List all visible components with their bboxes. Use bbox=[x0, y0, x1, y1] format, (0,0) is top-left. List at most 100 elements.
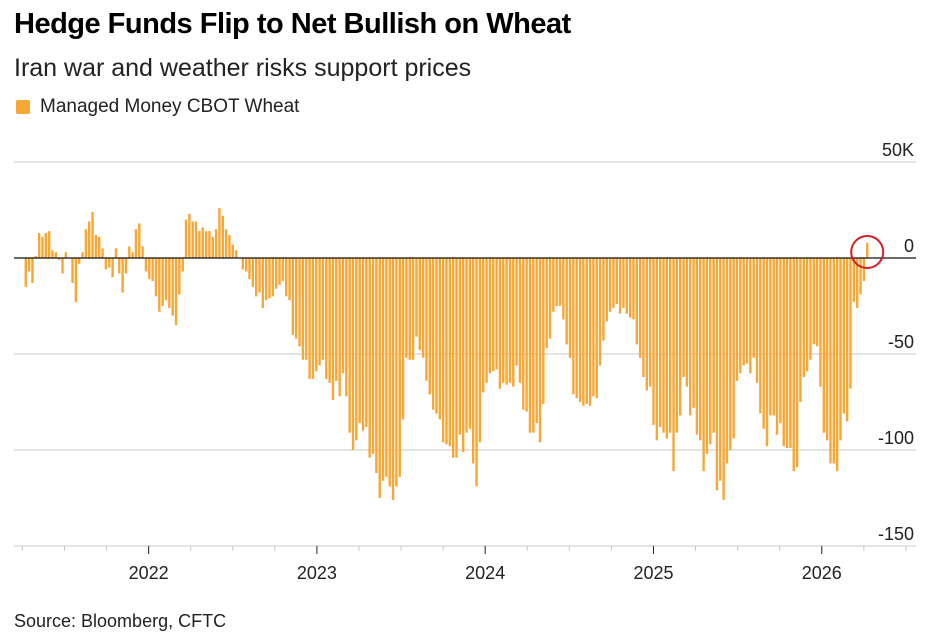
bar bbox=[241, 258, 245, 270]
bar bbox=[525, 258, 528, 412]
bar bbox=[378, 258, 381, 498]
bar bbox=[732, 258, 735, 439]
x-tick-label: 2023 bbox=[297, 563, 337, 583]
bar bbox=[522, 258, 525, 410]
bar bbox=[512, 258, 515, 387]
bar bbox=[385, 258, 388, 477]
bar bbox=[128, 246, 131, 258]
bar bbox=[845, 258, 849, 422]
bar bbox=[108, 258, 111, 268]
bar bbox=[468, 258, 472, 429]
bar bbox=[61, 258, 64, 274]
bar bbox=[78, 258, 81, 264]
bar bbox=[822, 258, 825, 433]
bar bbox=[285, 258, 288, 297]
bar bbox=[608, 258, 612, 312]
source-note: Source: Bloomberg, CFTC bbox=[14, 611, 227, 631]
bar bbox=[445, 258, 448, 445]
bar bbox=[358, 258, 361, 424]
bar bbox=[772, 258, 775, 416]
bar bbox=[118, 258, 121, 274]
bar bbox=[88, 221, 91, 258]
bar bbox=[101, 248, 104, 258]
bar bbox=[492, 258, 495, 372]
bar bbox=[188, 213, 191, 258]
bar bbox=[214, 229, 218, 258]
bar bbox=[328, 258, 331, 383]
bar bbox=[44, 233, 48, 258]
bar bbox=[124, 258, 128, 274]
bar bbox=[805, 258, 809, 372]
bar bbox=[411, 258, 415, 360]
bar bbox=[34, 256, 37, 258]
bar bbox=[311, 258, 315, 379]
bar bbox=[37, 233, 41, 258]
bar bbox=[375, 258, 378, 474]
bar bbox=[91, 211, 94, 258]
bar bbox=[692, 258, 695, 408]
bar bbox=[251, 258, 255, 287]
bar bbox=[722, 258, 725, 500]
bar bbox=[695, 258, 699, 435]
x-tick-label: 2026 bbox=[802, 563, 842, 583]
bar bbox=[104, 258, 108, 270]
bar bbox=[218, 208, 221, 258]
bar bbox=[769, 258, 772, 416]
x-tick-label: 2022 bbox=[129, 563, 169, 583]
bar bbox=[71, 258, 74, 283]
bar bbox=[802, 258, 805, 378]
bar bbox=[839, 258, 842, 441]
bar bbox=[635, 258, 639, 345]
bar bbox=[685, 258, 689, 387]
bar bbox=[471, 258, 475, 464]
bar bbox=[161, 258, 164, 306]
bar bbox=[655, 258, 659, 441]
bar bbox=[829, 258, 832, 464]
bar bbox=[141, 246, 144, 258]
bar bbox=[248, 258, 251, 280]
bar bbox=[555, 258, 558, 306]
bar bbox=[178, 258, 181, 295]
bar bbox=[268, 258, 271, 299]
bar bbox=[849, 258, 852, 389]
bar bbox=[51, 250, 54, 258]
bar bbox=[261, 258, 265, 308]
bar bbox=[592, 258, 595, 397]
bar bbox=[184, 219, 188, 258]
bar bbox=[388, 258, 391, 487]
bar bbox=[505, 258, 508, 385]
bar bbox=[558, 258, 562, 306]
bar bbox=[648, 258, 652, 387]
bar bbox=[224, 229, 228, 258]
bar bbox=[201, 227, 204, 258]
bar bbox=[562, 258, 565, 320]
bar bbox=[368, 258, 371, 458]
bar bbox=[254, 258, 258, 297]
bar bbox=[785, 258, 789, 449]
bar bbox=[448, 258, 452, 447]
bar bbox=[401, 258, 405, 420]
bar bbox=[154, 258, 158, 297]
bar bbox=[41, 236, 44, 258]
bar bbox=[31, 258, 34, 283]
bar bbox=[672, 258, 675, 472]
bar bbox=[194, 221, 198, 258]
bar bbox=[131, 252, 134, 258]
bar bbox=[351, 258, 355, 450]
bar bbox=[425, 258, 428, 381]
y-tick-label: -50 bbox=[888, 332, 914, 352]
bar bbox=[371, 258, 375, 454]
bar bbox=[662, 258, 665, 433]
bar bbox=[191, 221, 194, 258]
bar bbox=[815, 258, 819, 347]
bar bbox=[295, 258, 298, 339]
bar bbox=[535, 258, 538, 424]
bar bbox=[725, 258, 729, 464]
bar bbox=[612, 258, 615, 308]
bar bbox=[859, 258, 862, 295]
bar bbox=[679, 258, 682, 416]
bar bbox=[795, 258, 799, 468]
bar bbox=[94, 234, 98, 258]
bar bbox=[171, 258, 174, 316]
